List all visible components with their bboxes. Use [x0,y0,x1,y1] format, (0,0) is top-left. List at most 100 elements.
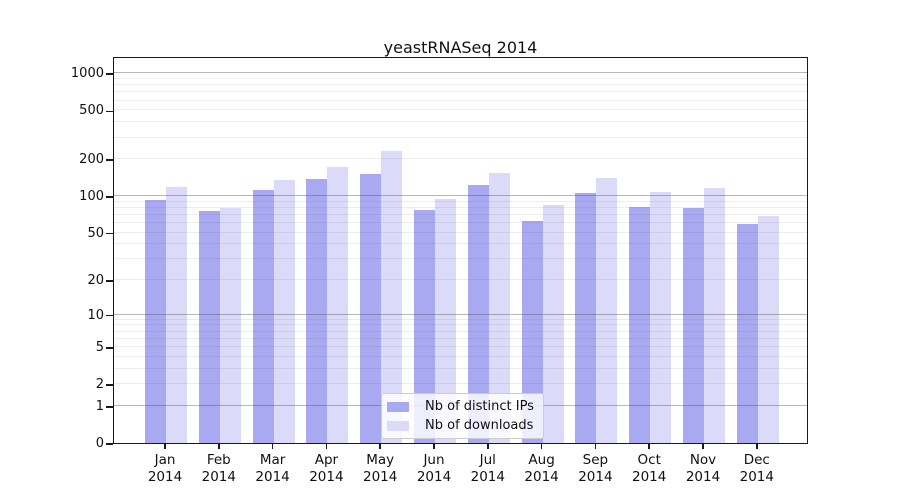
bar-downloads-oct [650,191,672,443]
x-tick-label-month: Mar [259,452,286,468]
bar-downloads-may [381,150,403,443]
legend-swatch-icon [387,401,409,412]
y-tick-mark [106,232,113,235]
y-tick-mark [106,443,113,445]
x-tick-mark [271,444,274,449]
bar-distinct-ips-sep [575,192,597,443]
plot-area [113,57,808,444]
x-tick-label: Sep 2014 [563,452,627,486]
x-tick-mark [325,444,328,449]
x-tick-mark [433,444,435,449]
y-tick-mark [106,196,113,198]
x-tick-label-month: Jul [479,452,496,468]
y-tick-label: 10 [87,307,104,323]
x-tick-label-month: Sep [582,452,609,468]
bar-downloads-mar [273,180,295,443]
x-tick-label-year: 2014 [255,469,290,485]
y-tick-label: 200 [79,152,104,168]
bar-downloads-sep [596,177,618,443]
x-tick-label: Mar 2014 [241,452,305,486]
x-tick-mark [164,444,166,449]
bar-distinct-ips-jul [467,185,489,443]
x-tick-label-month: Jun [423,452,445,468]
y-tick-mark [106,406,113,408]
x-tick-label-year: 2014 [578,469,613,485]
x-tick-label: Oct 2014 [617,452,681,486]
y-tick-label: 1 [95,398,104,414]
x-tick-mark [756,444,758,449]
legend-label: Nb of distinct IPs [425,399,534,414]
x-tick-mark [540,444,543,449]
bar-downloads-aug [542,204,564,443]
x-tick-label-year: 2014 [309,469,344,485]
y-tick-mark [106,280,113,282]
bar-distinct-ips-dec [736,223,758,443]
x-tick-label: Jul 2014 [456,452,520,486]
bar-distinct-ips-jan [145,199,166,443]
x-tick-label-month: Oct [637,452,661,468]
x-tick-label-month: Dec [743,452,770,468]
x-tick-label-year: 2014 [201,469,236,485]
legend-entry-downloads: Nb of downloads [387,418,534,433]
y-tick-label: 2 [95,377,104,393]
bar-downloads-jun [435,198,456,443]
y-tick-label: 500 [79,103,104,119]
bar-downloads-nov [704,188,725,443]
bar-distinct-ips-feb [198,210,220,443]
bar-distinct-ips-apr [306,179,328,443]
x-tick-label-year: 2014 [147,469,183,485]
x-tick-label-year: 2014 [470,469,505,485]
x-tick-label-month: Nov [689,452,717,468]
x-tick-label-year: 2014 [685,469,721,485]
x-tick-mark [379,444,381,449]
y-tick-mark [106,347,113,349]
legend-entry-distinct-ips: Nb of distinct IPs [387,399,534,414]
y-tick-label: 20 [87,273,104,289]
bar-downloads-apr [327,166,349,443]
x-tick-mark [218,444,220,449]
legend: Nb of distinct IPs Nb of downloads [381,393,544,439]
bar-distinct-ips-aug [521,221,543,443]
x-tick-label-year: 2014 [739,469,774,485]
x-tick-label-year: 2014 [632,469,667,485]
x-tick-label-month: Aug [528,452,555,468]
bars-layer [114,58,807,443]
legend-swatch-icon [387,420,409,431]
y-tick-label: 5 [95,340,104,356]
y-tick-mark [106,159,113,161]
bar-distinct-ips-jun [414,209,435,443]
x-tick-label: Jan 2014 [133,452,197,486]
x-tick-label-month: Jan [154,452,176,468]
y-tick-mark [106,314,113,317]
bar-distinct-ips-mar [252,189,274,443]
x-tick-label: Feb 2014 [187,452,251,486]
x-tick-label-month: Apr [314,452,339,468]
x-tick-label: Jun 2014 [402,452,466,486]
x-tick-label: Dec 2014 [725,452,789,486]
x-tick-label-month: Feb [206,452,231,468]
y-tick-label: 0 [95,436,104,451]
y-tick-label: 50 [87,225,104,241]
legend-label: Nb of downloads [425,418,534,433]
x-tick-label-year: 2014 [363,469,398,485]
x-tick-mark [487,444,489,449]
x-tick-label: Apr 2014 [294,452,358,486]
x-tick-mark [648,444,650,449]
y-tick-label: 1000 [70,66,104,82]
x-tick-label: Nov 2014 [671,452,735,486]
bar-downloads-jan [166,187,187,443]
bar-downloads-dec [757,216,779,443]
x-tick-label: Aug 2014 [510,452,574,486]
bar-distinct-ips-nov [683,208,704,443]
x-tick-label: May 2014 [348,452,412,486]
x-tick-label-year: 2014 [416,469,452,485]
x-tick-mark [702,444,704,449]
x-tick-label-month: May [366,452,395,468]
bar-downloads-feb [219,207,241,443]
y-tick-mark [106,384,113,386]
x-tick-label-year: 2014 [524,469,559,485]
y-tick-mark [106,110,113,113]
x-tick-mark [594,444,597,449]
bar-downloads-jul [488,172,510,443]
